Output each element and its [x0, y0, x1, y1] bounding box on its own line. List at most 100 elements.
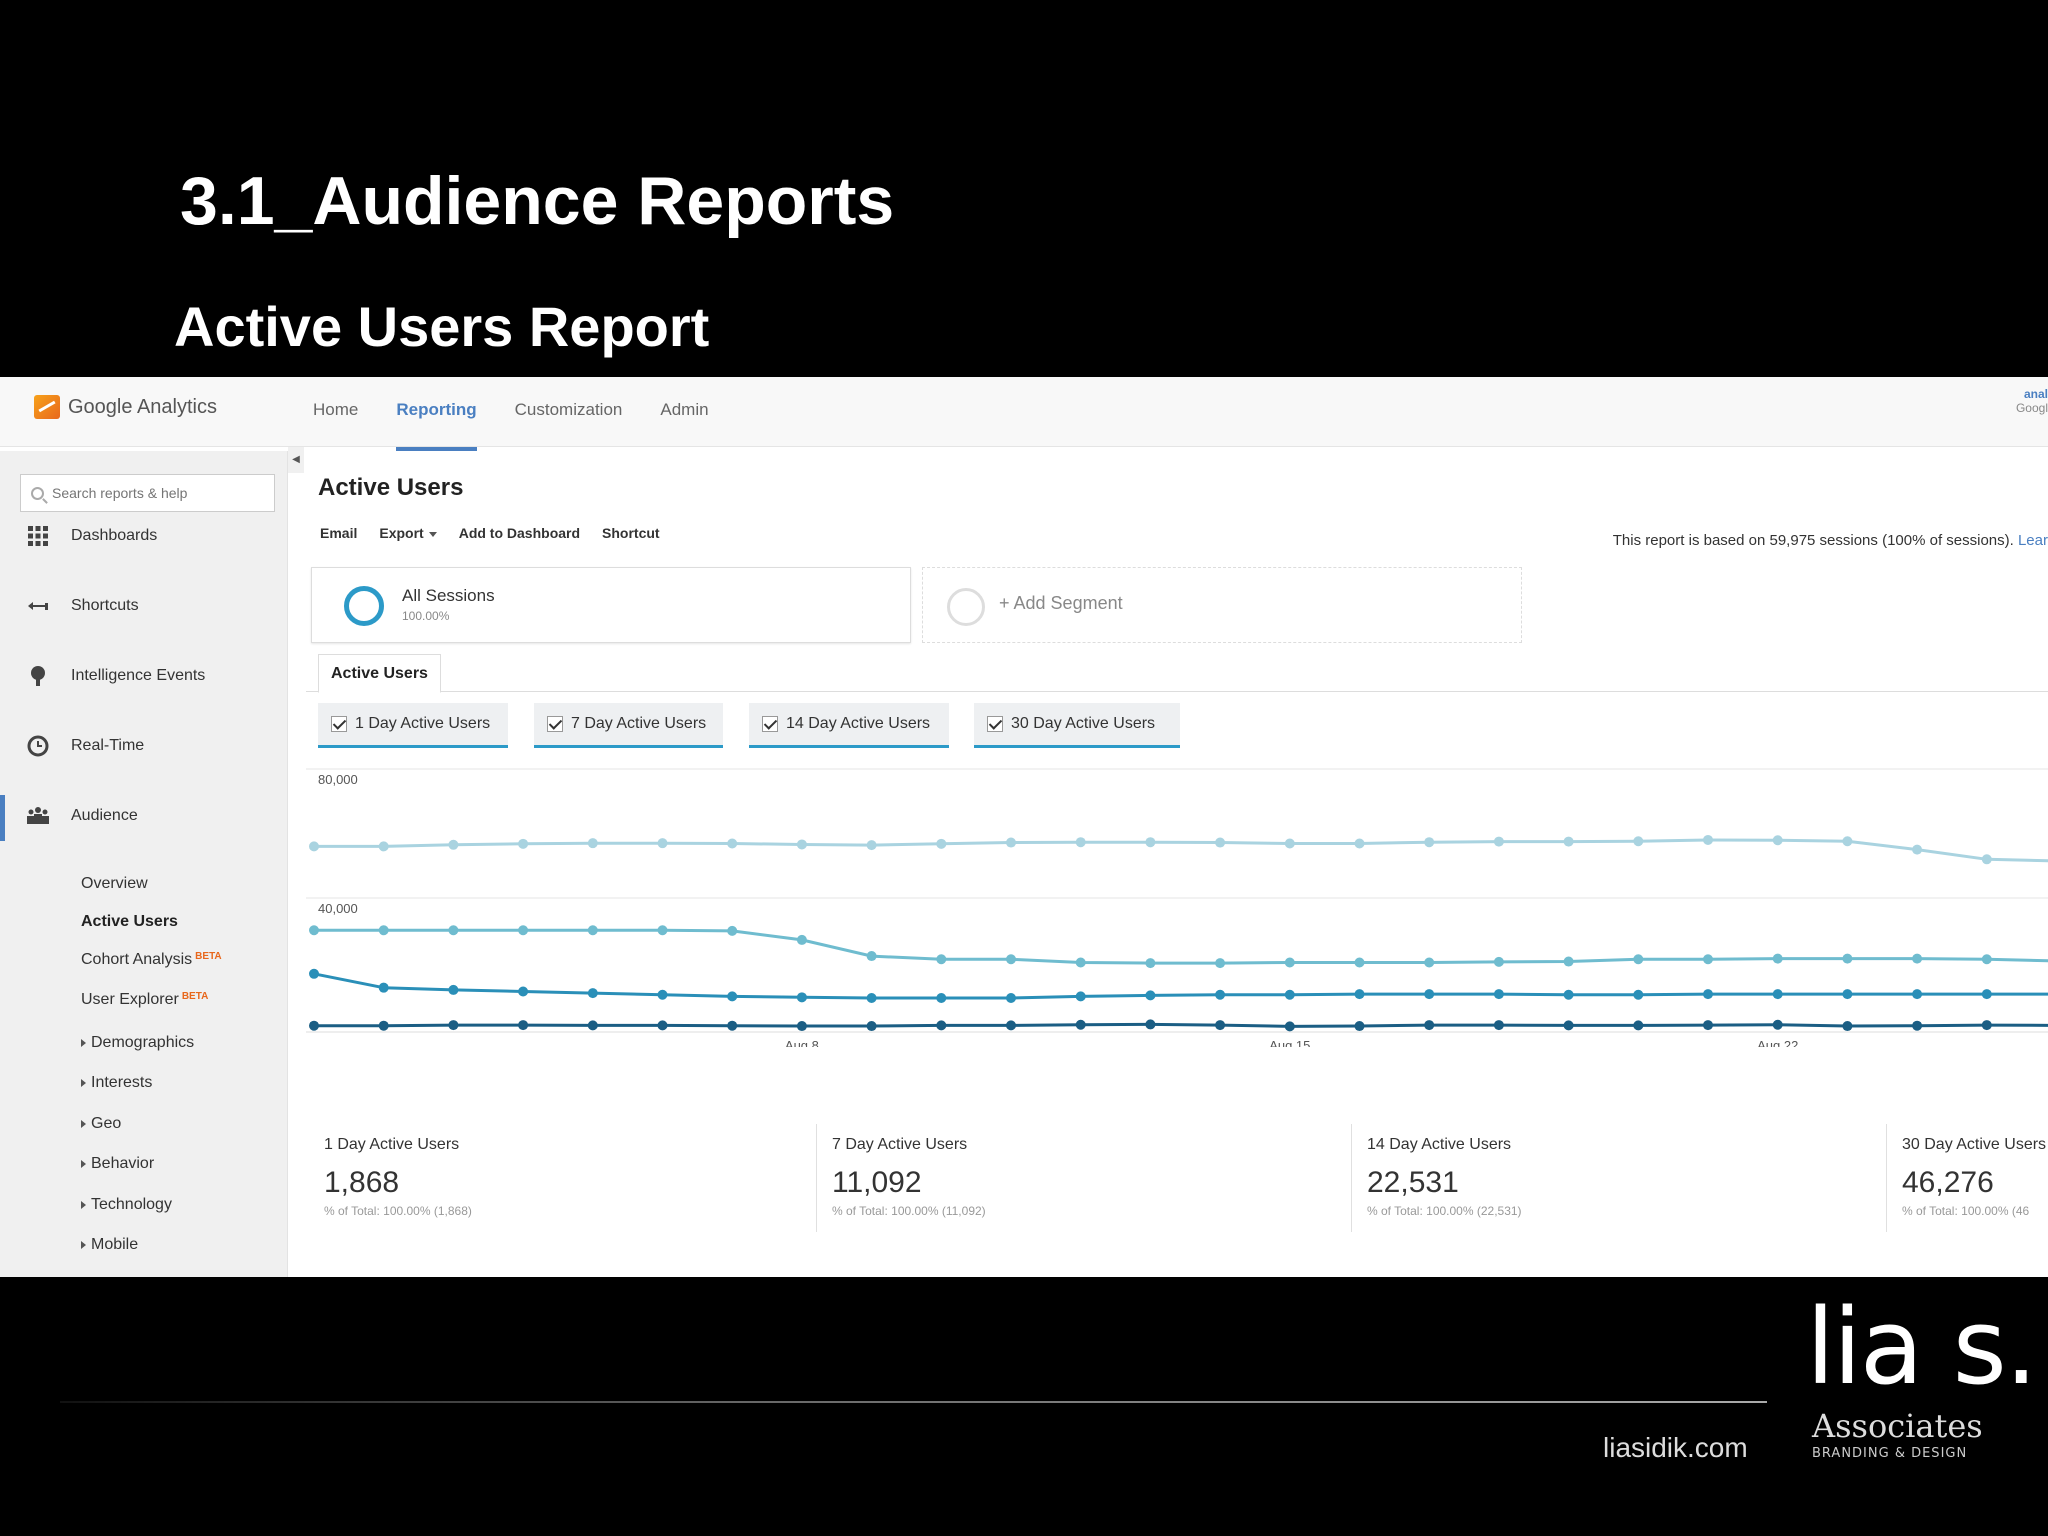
data-point[interactable] [657, 1020, 668, 1031]
data-point[interactable] [1493, 989, 1504, 1000]
data-point[interactable] [1493, 836, 1504, 847]
data-point[interactable] [378, 925, 389, 936]
sub-item-demographics[interactable]: Demographics [81, 1034, 194, 1052]
data-point[interactable] [1145, 837, 1156, 848]
data-point[interactable] [1563, 989, 1574, 1000]
data-point[interactable] [1912, 844, 1923, 855]
data-point[interactable] [587, 1020, 598, 1031]
nav-admin[interactable]: Admin [660, 400, 709, 419]
data-point[interactable] [1075, 991, 1086, 1002]
sub-item-mobile[interactable]: Mobile [81, 1236, 138, 1254]
data-point[interactable] [1354, 1021, 1365, 1032]
data-point[interactable] [1981, 989, 1992, 1000]
data-point[interactable] [309, 1020, 319, 1031]
data-point[interactable] [866, 1021, 877, 1032]
data-point[interactable] [1842, 836, 1853, 847]
data-point[interactable] [1772, 1019, 1783, 1030]
data-point[interactable] [448, 984, 459, 995]
sidebar-item-realtime[interactable]: Real-Time [0, 721, 288, 771]
data-point[interactable] [1215, 989, 1226, 1000]
data-point[interactable] [1703, 989, 1713, 1000]
data-point[interactable] [866, 951, 877, 962]
data-point[interactable] [1145, 990, 1156, 1001]
sub-item-user-explorer[interactable]: User Explorer BETA [81, 991, 208, 1009]
data-point[interactable] [1424, 957, 1435, 968]
data-point[interactable] [309, 841, 319, 852]
sub-item-geo[interactable]: Geo [81, 1115, 121, 1133]
metric-checkbox-14day[interactable]: 14 Day Active Users [749, 703, 949, 748]
collapse-sidebar-icon[interactable]: ◀ [288, 447, 304, 473]
data-point[interactable] [448, 1020, 459, 1031]
data-point[interactable] [866, 840, 877, 851]
shortcut-button[interactable]: Shortcut [602, 525, 660, 541]
data-point[interactable] [1493, 956, 1504, 967]
data-point[interactable] [1981, 954, 1992, 965]
tab-active-users[interactable]: Active Users [318, 654, 441, 693]
data-point[interactable] [727, 925, 738, 936]
data-point[interactable] [1703, 1020, 1713, 1031]
data-point[interactable] [1075, 957, 1086, 968]
metric-checkbox-1day[interactable]: 1 Day Active Users [318, 703, 508, 748]
data-point[interactable] [1284, 838, 1295, 849]
data-point[interactable] [1215, 837, 1226, 848]
sub-item-active-users[interactable]: Active Users [81, 913, 178, 931]
sub-item-technology[interactable]: Technology [81, 1196, 172, 1214]
data-point[interactable] [1493, 1020, 1504, 1031]
data-point[interactable] [1703, 954, 1713, 965]
data-point[interactable] [518, 925, 529, 936]
data-point[interactable] [727, 1020, 738, 1031]
data-point[interactable] [1842, 989, 1853, 1000]
data-point[interactable] [657, 838, 668, 849]
data-point[interactable] [1284, 957, 1295, 968]
data-point[interactable] [1772, 953, 1783, 964]
data-point[interactable] [1006, 1020, 1016, 1031]
sidebar-item-dashboards[interactable]: Dashboards [0, 511, 288, 561]
data-point[interactable] [378, 982, 389, 993]
data-point[interactable] [796, 839, 807, 850]
learn-more-link[interactable]: Lear [2017, 532, 2048, 549]
search-box[interactable] [20, 474, 275, 512]
data-point[interactable] [1075, 1019, 1086, 1030]
metric-checkbox-30day[interactable]: 30 Day Active Users [974, 703, 1180, 748]
data-point[interactable] [518, 838, 529, 849]
data-point[interactable] [727, 838, 738, 849]
data-point[interactable] [587, 988, 598, 999]
sub-item-overview[interactable]: Overview [81, 875, 148, 893]
add-to-dashboard-button[interactable]: Add to Dashboard [458, 525, 581, 541]
data-point[interactable] [587, 838, 598, 849]
data-point[interactable] [1284, 1021, 1295, 1032]
sub-item-behavior[interactable]: Behavior [81, 1155, 154, 1173]
ga-logo[interactable]: Google Analytics [34, 395, 217, 419]
data-point[interactable] [1912, 1020, 1923, 1031]
data-point[interactable] [1981, 854, 1992, 865]
segment-all-sessions[interactable]: All Sessions 100.00% [311, 567, 911, 643]
data-point[interactable] [1424, 1020, 1435, 1031]
data-point[interactable] [1563, 836, 1574, 847]
data-point[interactable] [1354, 957, 1365, 968]
data-point[interactable] [1563, 956, 1574, 967]
sidebar-item-audience[interactable]: Audience [0, 791, 288, 841]
data-point[interactable] [1354, 989, 1365, 1000]
data-point[interactable] [1703, 834, 1713, 845]
data-point[interactable] [1633, 836, 1644, 847]
data-point[interactable] [1633, 1020, 1644, 1031]
data-point[interactable] [378, 1020, 389, 1031]
data-point[interactable] [1145, 958, 1156, 969]
data-point[interactable] [1215, 1020, 1226, 1031]
sub-item-cohort-analysis[interactable]: Cohort Analysis BETA [81, 951, 222, 969]
data-point[interactable] [1912, 953, 1923, 964]
data-point[interactable] [1354, 838, 1365, 849]
data-point[interactable] [936, 992, 947, 1003]
data-point[interactable] [1006, 992, 1016, 1003]
data-point[interactable] [1772, 989, 1783, 1000]
data-point[interactable] [1981, 1020, 1992, 1031]
email-button[interactable]: Email [320, 525, 358, 541]
data-point[interactable] [796, 992, 807, 1003]
data-point[interactable] [1633, 989, 1644, 1000]
data-point[interactable] [1215, 958, 1226, 969]
nav-customization[interactable]: Customization [514, 400, 623, 419]
data-point[interactable] [727, 991, 738, 1002]
search-input[interactable] [52, 485, 252, 501]
data-point[interactable] [1563, 1020, 1574, 1031]
data-point[interactable] [1424, 989, 1435, 1000]
